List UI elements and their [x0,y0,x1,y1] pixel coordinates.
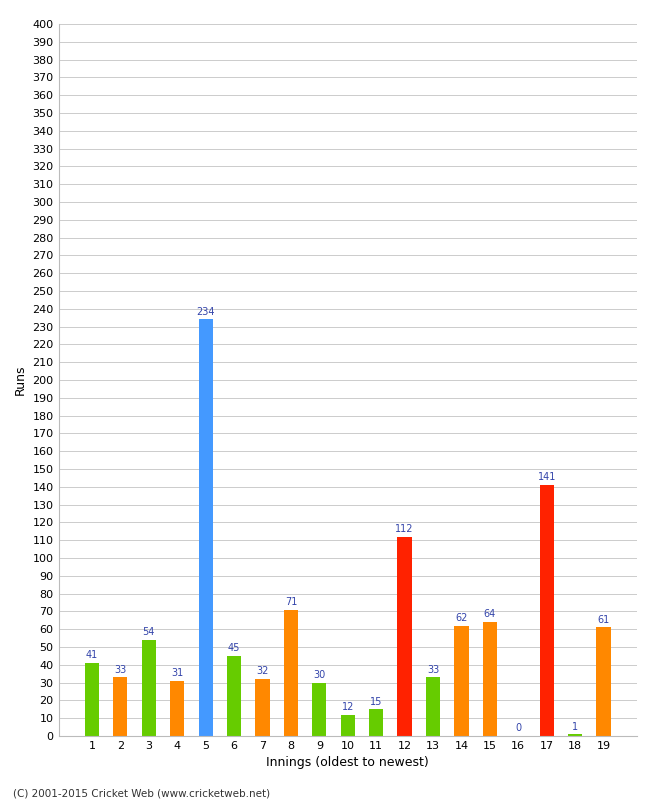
Text: 33: 33 [114,665,127,674]
Bar [426,678,440,736]
Text: 54: 54 [142,627,155,638]
Bar [170,681,185,736]
Bar [312,682,326,736]
Text: 32: 32 [256,666,268,676]
Bar [483,622,497,736]
Bar [198,319,213,736]
Bar [113,678,127,736]
Bar [540,485,554,736]
Y-axis label: Runs: Runs [14,365,27,395]
Text: 1: 1 [572,722,578,731]
Text: 71: 71 [285,597,297,607]
Bar [369,710,384,736]
Text: 12: 12 [341,702,354,712]
Text: 0: 0 [515,723,521,734]
Text: 41: 41 [86,650,98,660]
Text: 31: 31 [171,668,183,678]
Text: 112: 112 [395,524,414,534]
Text: 64: 64 [484,610,496,619]
Text: 141: 141 [538,472,556,482]
Bar [568,734,582,736]
X-axis label: Innings (oldest to newest): Innings (oldest to newest) [266,757,429,770]
Text: 61: 61 [597,614,610,625]
Text: 30: 30 [313,670,326,680]
Bar [284,610,298,736]
Text: 15: 15 [370,697,382,706]
Bar [142,640,156,736]
Text: 234: 234 [196,307,215,317]
Bar [398,537,411,736]
Bar [255,679,270,736]
Text: 33: 33 [427,665,439,674]
Bar [341,714,355,736]
Bar [84,663,99,736]
Bar [454,626,469,736]
Bar [227,656,241,736]
Text: 62: 62 [455,613,467,623]
Text: (C) 2001-2015 Cricket Web (www.cricketweb.net): (C) 2001-2015 Cricket Web (www.cricketwe… [13,788,270,798]
Text: 45: 45 [228,643,240,654]
Bar [597,627,611,736]
